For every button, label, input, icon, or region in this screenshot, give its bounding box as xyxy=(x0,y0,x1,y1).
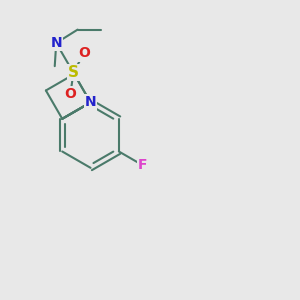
Text: S: S xyxy=(68,65,79,80)
Text: N: N xyxy=(50,36,62,50)
Text: O: O xyxy=(78,46,90,60)
Text: N: N xyxy=(85,95,96,110)
Text: O: O xyxy=(64,87,76,101)
Text: F: F xyxy=(138,158,148,172)
